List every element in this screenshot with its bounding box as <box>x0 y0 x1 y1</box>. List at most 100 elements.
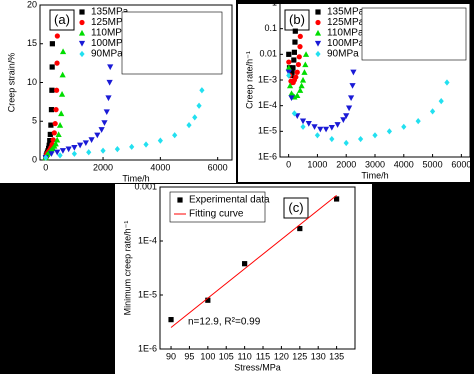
marker <box>285 64 292 71</box>
inset-frame <box>361 7 467 61</box>
y-tick-label: 1 <box>272 0 277 7</box>
marker <box>82 140 89 147</box>
marker <box>299 118 307 125</box>
marker <box>172 132 178 139</box>
annotation: n=12.9, R²=0.99 <box>188 317 261 328</box>
y-tick-label: 1E-5 <box>258 126 277 136</box>
marker <box>49 64 55 70</box>
marker <box>286 82 294 89</box>
marker <box>168 317 174 323</box>
y-tick-label: 1E-6 <box>138 343 157 353</box>
marker <box>106 79 113 86</box>
marker <box>47 131 53 138</box>
marker <box>54 149 61 156</box>
marker <box>58 91 66 97</box>
panel-label: (c) <box>288 200 303 215</box>
legend-marker <box>79 50 85 58</box>
marker <box>65 146 72 153</box>
marker <box>100 147 106 154</box>
marker <box>205 297 211 303</box>
x-tick-label: 1000 <box>307 159 327 169</box>
x-tick-label: 130 <box>311 351 326 361</box>
legend-label: 110MPa <box>327 28 364 39</box>
marker <box>444 79 450 86</box>
x-tick-label: 120 <box>274 351 289 361</box>
marker <box>302 61 309 68</box>
marker <box>57 152 63 159</box>
marker <box>334 196 340 202</box>
legend-marker <box>177 197 183 203</box>
marker <box>55 131 62 138</box>
marker <box>196 102 202 109</box>
marker <box>94 132 101 139</box>
marker <box>429 108 436 115</box>
marker <box>322 126 330 133</box>
y-tick-label: 10 <box>27 77 37 87</box>
x-tick-label: 115 <box>256 351 270 361</box>
y-tick-label: 1E-6 <box>258 151 277 161</box>
x-tick-label: 100 <box>200 351 215 361</box>
marker <box>58 110 65 117</box>
y-tick-label: 1E-4 <box>138 235 157 245</box>
y-tick-label: 1E-3 <box>258 74 277 84</box>
marker <box>300 123 306 130</box>
marker <box>291 57 297 63</box>
marker <box>297 44 303 50</box>
legend-marker <box>314 40 322 47</box>
marker <box>286 59 292 65</box>
legend-label: 100MPa <box>327 38 365 49</box>
panel-label: (a) <box>54 12 70 27</box>
marker <box>50 137 56 143</box>
y-axis-label: Minimum creep rate/h⁻¹ <box>122 221 132 316</box>
plot-frame <box>159 186 356 350</box>
x-tick-label: 135 <box>329 351 344 361</box>
y-tick-label: 0.01 <box>259 49 277 59</box>
marker <box>350 69 357 76</box>
marker <box>293 74 299 80</box>
marker <box>54 33 60 39</box>
marker <box>71 150 77 157</box>
y-tick-label: 1E-4 <box>258 100 277 110</box>
marker <box>199 87 205 94</box>
marker <box>372 132 378 139</box>
x-tick-label: 3000 <box>365 159 385 169</box>
x-tick-label: 125 <box>292 351 307 361</box>
marker <box>56 122 64 128</box>
marker <box>298 82 305 89</box>
x-tick-label: 95 <box>184 351 194 361</box>
marker <box>157 137 163 144</box>
marker <box>291 49 297 55</box>
marker <box>348 95 355 102</box>
marker <box>292 39 298 45</box>
marker <box>49 87 55 93</box>
marker <box>192 114 198 121</box>
legend-label: Fitting curve <box>189 209 244 220</box>
marker <box>343 139 349 147</box>
marker <box>291 110 297 117</box>
marker <box>143 141 149 148</box>
x-axis-label: Time/h <box>361 170 388 180</box>
y-tick-label: 0.1 <box>264 23 277 33</box>
marker <box>289 69 295 75</box>
marker <box>48 122 54 128</box>
marker <box>52 120 58 127</box>
marker <box>288 95 295 102</box>
marker <box>401 123 407 130</box>
marker <box>386 128 392 135</box>
marker <box>59 48 67 55</box>
marker <box>48 107 55 113</box>
x-axis-label: Stress/MPa <box>234 362 281 372</box>
x-tick-label: 4000 <box>150 162 170 172</box>
marker <box>329 135 335 143</box>
x-tick-label: 90 <box>166 351 176 361</box>
marker <box>340 117 347 123</box>
marker <box>345 105 353 112</box>
legend-label: 90MPa <box>91 49 123 60</box>
panel-label-box <box>283 197 309 219</box>
marker <box>317 126 324 133</box>
marker <box>349 83 356 89</box>
x-axis-label: Time/h <box>122 173 149 183</box>
marker <box>292 28 298 34</box>
legend-label: 125MPa <box>327 17 365 28</box>
